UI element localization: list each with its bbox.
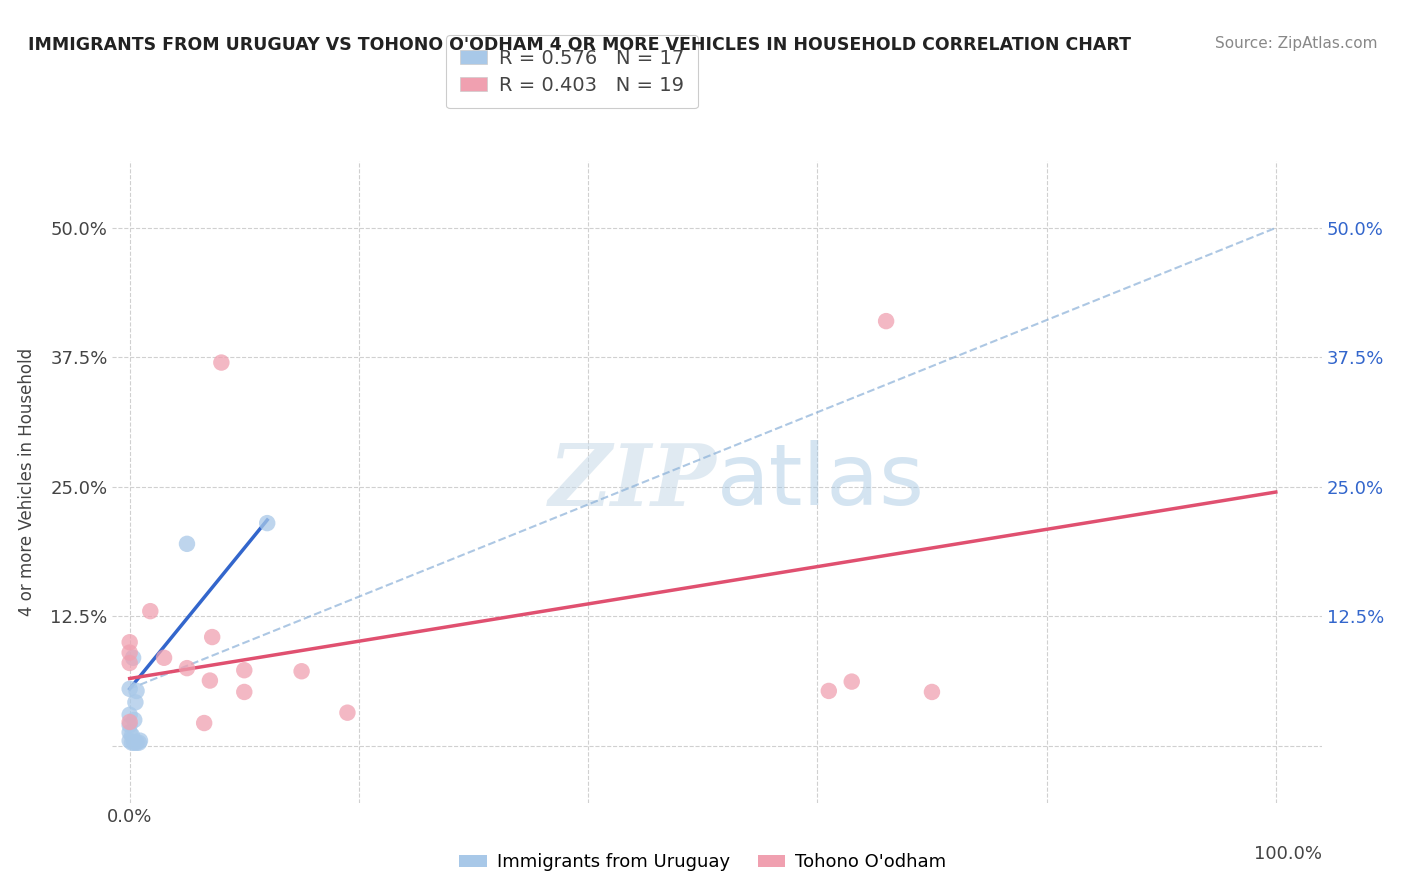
Text: ZIP: ZIP xyxy=(550,440,717,524)
Point xyxy=(124,695,146,709)
Point xyxy=(129,733,152,747)
Point xyxy=(153,650,176,665)
Point xyxy=(233,663,256,677)
Point xyxy=(122,713,145,727)
Point xyxy=(875,314,897,328)
Legend: Immigrants from Uruguay, Tohono O'odham: Immigrants from Uruguay, Tohono O'odham xyxy=(453,847,953,879)
Point xyxy=(118,714,141,729)
Point xyxy=(122,650,145,665)
Point xyxy=(118,718,141,732)
Text: 100.0%: 100.0% xyxy=(1254,845,1322,863)
Point xyxy=(118,733,141,747)
Text: Source: ZipAtlas.com: Source: ZipAtlas.com xyxy=(1215,36,1378,51)
Point xyxy=(256,516,278,530)
Point xyxy=(176,661,198,675)
Point xyxy=(841,674,863,689)
Point xyxy=(118,635,141,649)
Point xyxy=(198,673,221,688)
Point xyxy=(125,736,148,750)
Point xyxy=(118,707,141,722)
Point xyxy=(121,729,143,743)
Point xyxy=(209,355,232,369)
Point xyxy=(336,706,359,720)
Point xyxy=(921,685,943,699)
Point xyxy=(118,646,141,660)
Y-axis label: 4 or more Vehicles in Household: 4 or more Vehicles in Household xyxy=(18,348,37,615)
Text: IMMIGRANTS FROM URUGUAY VS TOHONO O'ODHAM 4 OR MORE VEHICLES IN HOUSEHOLD CORREL: IMMIGRANTS FROM URUGUAY VS TOHONO O'ODHA… xyxy=(28,36,1130,54)
Point xyxy=(176,537,198,551)
Point xyxy=(233,685,256,699)
Point xyxy=(118,656,141,670)
Point xyxy=(201,630,224,644)
Point xyxy=(128,736,150,750)
Point xyxy=(118,681,141,696)
Text: atlas: atlas xyxy=(717,440,925,524)
Point xyxy=(817,684,839,698)
Legend: R = 0.576   N = 17, R = 0.403   N = 19: R = 0.576 N = 17, R = 0.403 N = 19 xyxy=(446,36,697,109)
Point xyxy=(121,736,143,750)
Point xyxy=(118,725,141,739)
Point xyxy=(125,684,148,698)
Point xyxy=(193,716,215,731)
Point xyxy=(291,665,314,679)
Point xyxy=(122,736,145,750)
Point xyxy=(139,604,162,618)
